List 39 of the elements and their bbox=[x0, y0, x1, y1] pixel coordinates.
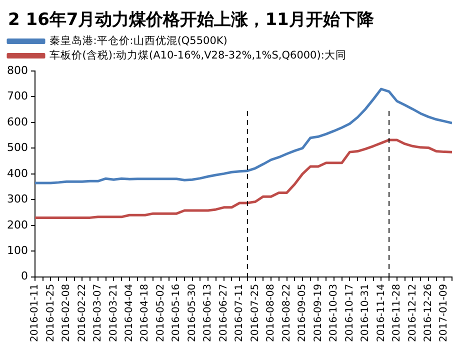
x-tick-label: 2016-01-11 bbox=[30, 284, 41, 342]
x-tick-label: 2016-05-30 bbox=[186, 284, 198, 342]
y-tick-label: 300 bbox=[6, 192, 28, 206]
legend-label: 秦皇岛港:平仓价:山西优混(Q5500K) bbox=[49, 34, 228, 47]
x-tick-label: 2016-09-05 bbox=[297, 284, 308, 342]
x-tick-label: 2016-03-07 bbox=[92, 284, 104, 342]
x-tick-label: 2016-07-11 bbox=[234, 284, 246, 342]
x-tick-label: 2017-01-09 bbox=[438, 284, 450, 342]
x-tick-label: 2016-10-31 bbox=[360, 284, 372, 342]
y-tick-label: 0 bbox=[20, 270, 28, 283]
y-tick-label: 800 bbox=[6, 64, 28, 77]
x-tick-label: 2016-06-27 bbox=[218, 284, 230, 342]
x-tick-label: 2016-07-25 bbox=[250, 284, 261, 342]
x-tick-label: 2016-10-17 bbox=[344, 284, 356, 342]
x-tick-label: 2016-10-03 bbox=[328, 284, 340, 342]
x-tick-label: 2016-09-19 bbox=[312, 284, 324, 342]
x-tick-label: 2016-02-08 bbox=[61, 284, 72, 342]
x-tick-label: 2016-08-08 bbox=[266, 284, 277, 342]
x-tick-label: 2016-05-16 bbox=[171, 284, 182, 342]
x-tick-label: 2016-12-12 bbox=[407, 284, 418, 342]
y-tick-label: 700 bbox=[6, 90, 28, 103]
legend-label: 车板价(含税):动力煤(A10-16%,V28-32%,1%S,Q6000):大同 bbox=[49, 48, 346, 62]
x-tick-label: 2016-01-25 bbox=[45, 284, 56, 342]
y-tick-label: 600 bbox=[6, 115, 28, 128]
y-tick-label: 200 bbox=[6, 218, 28, 232]
y-tick-label: 500 bbox=[6, 141, 28, 154]
x-tick-label: 2016-05-02 bbox=[155, 284, 166, 342]
x-tick-label: 2016-06-13 bbox=[202, 284, 214, 342]
y-tick-label: 100 bbox=[6, 244, 28, 258]
x-tick-label: 2016-12-26 bbox=[422, 284, 434, 342]
x-tick-label: 2016-02-22 bbox=[76, 284, 88, 342]
x-tick-label: 2016-03-21 bbox=[108, 284, 120, 342]
x-tick-label: 2016-11-14 bbox=[376, 284, 387, 342]
x-tick-label: 2016-08-22 bbox=[281, 284, 292, 342]
chart-title: 2 16年7月动力煤价格开始上涨，11月开始下降 bbox=[8, 9, 375, 32]
y-tick-label: 400 bbox=[6, 166, 28, 180]
x-tick-label: 2016-11-28 bbox=[392, 284, 403, 342]
x-tick-label: 2016-04-18 bbox=[140, 284, 151, 342]
x-tick-label: 2016-04-04 bbox=[124, 284, 136, 342]
